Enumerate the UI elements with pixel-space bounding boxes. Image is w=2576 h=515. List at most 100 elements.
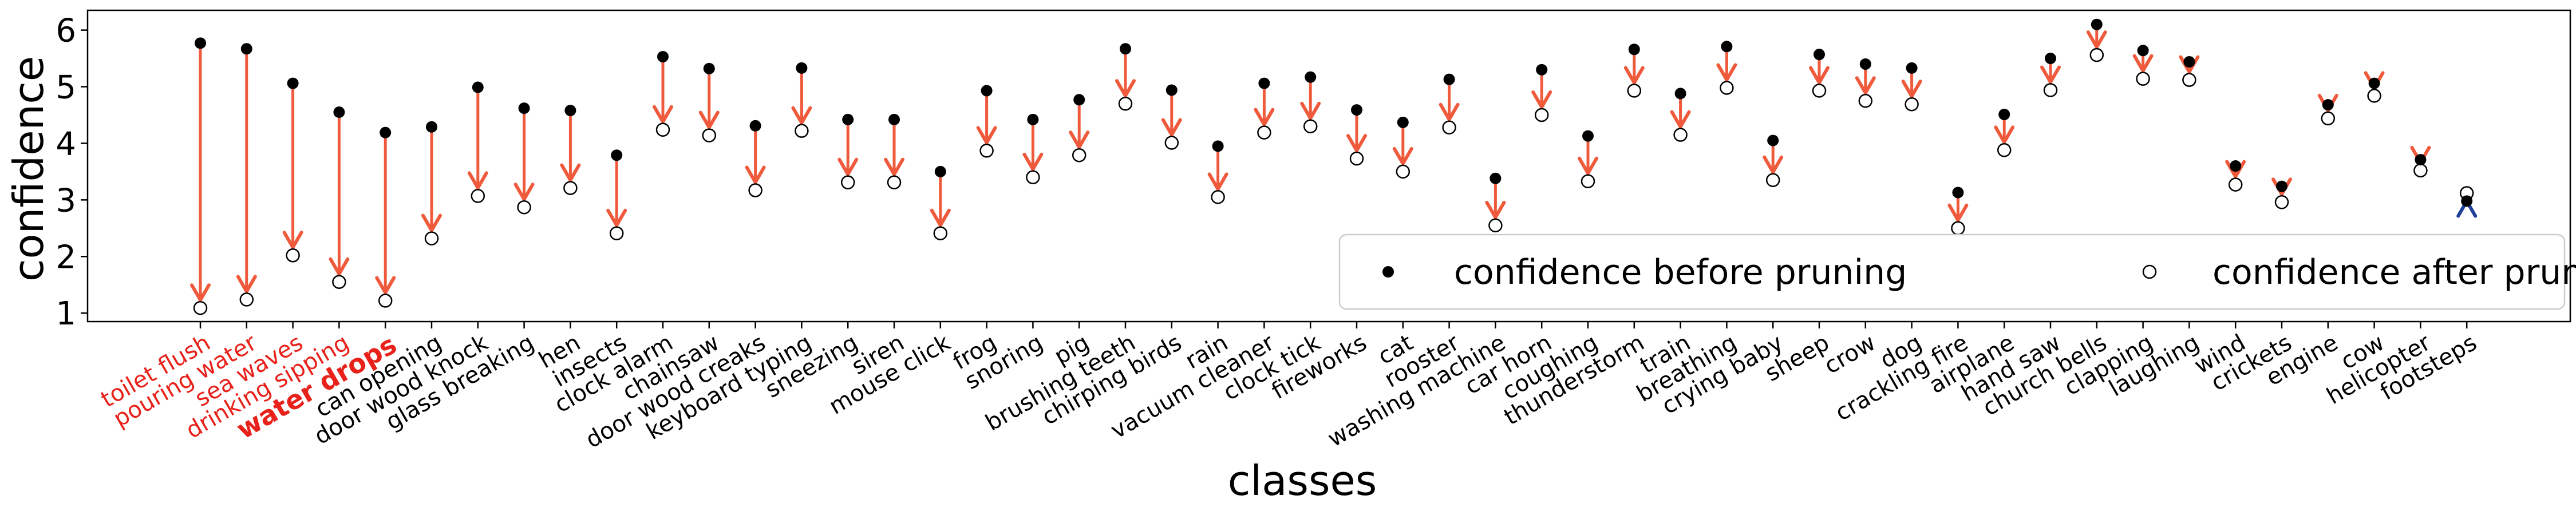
point-after <box>1534 108 1549 122</box>
point-before <box>1212 140 1224 152</box>
point-after <box>2321 111 2336 126</box>
point-before <box>1305 71 1317 83</box>
point-after <box>1812 84 1827 98</box>
point-before <box>1397 116 1409 128</box>
point-after <box>1164 136 1179 150</box>
arrow-head <box>1670 110 1691 129</box>
y-tick-label: 3 <box>56 182 76 219</box>
point-before <box>749 120 761 132</box>
point-after <box>2367 89 2381 103</box>
arrow-head <box>1254 108 1275 126</box>
point-after <box>471 189 485 203</box>
point-after <box>655 122 670 137</box>
point-after <box>933 226 948 240</box>
point-after <box>1303 119 1318 134</box>
legend-marker-after <box>2142 264 2157 279</box>
arrow-head <box>513 183 535 201</box>
point-after <box>378 294 393 308</box>
point-before <box>1674 88 1686 100</box>
arrow-head <box>1531 90 1552 109</box>
point-after <box>2274 195 2289 209</box>
arrow-head <box>1485 200 1506 219</box>
point-before <box>1073 94 1085 106</box>
arrow-head <box>421 213 442 232</box>
point-before <box>796 62 808 74</box>
arrow-head <box>1346 134 1367 153</box>
x-tick-label: crow <box>1820 330 1880 379</box>
legend-marker-before <box>1382 266 1394 278</box>
point-after <box>332 275 346 290</box>
y-tick-label: 4 <box>56 125 76 163</box>
point-after <box>1627 84 1642 98</box>
point-before <box>981 85 993 97</box>
arrow-head <box>282 231 303 249</box>
point-after <box>2413 163 2428 178</box>
arrow-head <box>560 163 581 182</box>
point-after <box>2089 47 2104 62</box>
point-before <box>380 126 392 138</box>
arrow-head <box>2086 30 2107 49</box>
point-before <box>2045 53 2056 65</box>
point-before <box>2091 18 2103 30</box>
point-after <box>979 144 994 158</box>
arrow-head <box>1623 66 1645 85</box>
point-before <box>564 105 576 117</box>
point-before <box>1628 43 1640 56</box>
point-before <box>2230 160 2242 172</box>
point-after <box>1118 96 1133 111</box>
point-after <box>1673 128 1688 142</box>
arrow-head <box>837 157 859 176</box>
point-before <box>2183 56 2195 68</box>
point-before <box>333 106 345 118</box>
arrow-head <box>2132 54 2154 73</box>
point-after <box>424 231 439 245</box>
arrow-head <box>1763 155 1784 174</box>
point-after <box>840 175 855 189</box>
arrow-head <box>236 275 257 294</box>
point-before <box>195 37 206 49</box>
point-after <box>1858 94 1873 108</box>
arrow-head <box>329 257 350 276</box>
point-before <box>1767 134 1779 146</box>
point-before <box>842 113 854 125</box>
point-after <box>1905 97 1919 112</box>
point-before <box>703 62 715 74</box>
y-tick-label: 1 <box>56 295 76 332</box>
y-tick-label: 2 <box>56 239 76 276</box>
point-after <box>795 124 809 138</box>
arrow-head <box>2179 55 2200 74</box>
point-before <box>472 81 484 93</box>
arrow-head <box>1161 118 1182 137</box>
point-after <box>193 301 208 315</box>
point-before <box>1027 113 1039 125</box>
point-before <box>240 43 252 55</box>
point-after <box>2228 177 2243 192</box>
arrow-head <box>791 106 812 125</box>
point-after <box>2136 72 2150 86</box>
point-before <box>888 113 900 125</box>
point-before <box>1721 41 1733 53</box>
point-before <box>2368 77 2380 89</box>
point-before <box>1582 130 1594 142</box>
point-before <box>1258 77 1270 89</box>
arrow-head <box>1994 125 2015 144</box>
point-after <box>1257 125 1271 140</box>
arrow-head <box>1716 63 1737 82</box>
arrow-head <box>1855 76 1876 95</box>
point-before <box>2276 180 2287 192</box>
point-before <box>1998 108 2010 120</box>
arrow-head <box>1069 130 1090 149</box>
point-before <box>2461 195 2473 207</box>
point-before <box>657 51 669 63</box>
arrow-head <box>2225 160 2246 179</box>
point-before <box>611 149 623 161</box>
point-before <box>1952 187 1964 199</box>
point-after <box>239 292 254 307</box>
point-before <box>934 165 946 177</box>
arrow-head <box>1207 172 1228 191</box>
point-before <box>1859 58 1871 70</box>
arrow-head <box>1392 146 1413 165</box>
point-before <box>1536 64 1548 76</box>
arrow-head <box>1439 102 1460 121</box>
